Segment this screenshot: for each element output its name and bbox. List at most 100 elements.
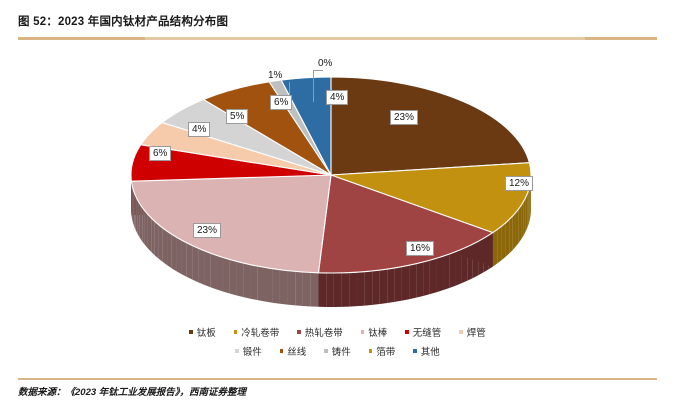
pie-slice-side-热轧卷带 [461, 246, 468, 284]
data-label-箔带: 0% [318, 58, 333, 69]
pie-slice-side-钛棒 [210, 253, 217, 290]
source-note: 数据来源：《2023 年钛工业发展报告》，西南证券整理 [18, 387, 247, 398]
pie-slice-其他[interactable] [280, 76, 332, 176]
legend-swatch-icon [459, 330, 463, 334]
pie-slice-side-冷轧卷带 [509, 215, 513, 254]
pie-slice-side-热轧卷带 [401, 265, 410, 301]
legend-swatch-icon [189, 330, 193, 334]
pie-slice-side-钛棒 [279, 269, 288, 305]
pie-slice-side-冷轧卷带 [527, 189, 529, 228]
legend-label: 无缝管 [412, 328, 442, 339]
pie-slice-side-钛棒 [236, 261, 244, 298]
legend-swatch-icon [405, 330, 409, 334]
footer-rule [18, 378, 657, 380]
legend-item-热轧卷带[interactable]: 热轧卷带 [297, 325, 343, 339]
data-label-丝线: 6% [270, 95, 293, 110]
pie-slice-side-钛棒 [132, 184, 133, 223]
legend-label: 锻件 [242, 347, 262, 358]
legend-row-1: 钛板 冷轧卷带 热轧卷带 钛棒 无缝管 焊管 [18, 323, 657, 341]
page-title: 图 52：2023 年国内钛材产品结构分布图 [18, 16, 229, 28]
legend-label: 箔带 [376, 347, 396, 358]
legend-item-焊管[interactable]: 焊管 [459, 325, 486, 339]
pie-slice-side-热轧卷带 [416, 261, 424, 298]
data-label-钛棒: 23% [193, 223, 222, 238]
chart-legend: 钛板 冷轧卷带 热轧卷带 钛棒 无缝管 焊管 锻件 丝线 铸件 箔带 其他 [18, 323, 657, 367]
pie-slice-side-冷轧卷带 [525, 193, 528, 232]
pie-slice-side-钛棒 [229, 259, 237, 296]
legend-label: 丝线 [287, 347, 307, 358]
legend-item-无缝管[interactable]: 无缝管 [405, 325, 441, 339]
pie-slice-side-热轧卷带 [478, 238, 484, 276]
pie-slice-side-冷轧卷带 [501, 222, 506, 261]
pie-slice-side-钛棒 [137, 200, 140, 238]
pie-slice-side-冷轧卷带 [529, 182, 531, 220]
pie-slice-side-冷轧卷带 [528, 185, 530, 224]
pie-slice-side-热轧卷带 [379, 269, 388, 305]
pie-slice-钛板[interactable] [330, 76, 531, 176]
legend-item-钛棒[interactable]: 钛棒 [360, 325, 388, 339]
pie-slice-side-冷轧卷带 [515, 208, 519, 247]
pie-slice-side-钛棒 [132, 188, 135, 227]
data-label-无缝管: 6% [149, 146, 172, 161]
pie-slice-side-钛棒 [181, 240, 187, 277]
chart-header: 图 52：2023 年国内钛材产品结构分布图 [0, 0, 675, 40]
pie-slice-side-冷轧卷带 [518, 204, 522, 243]
pie-slice-side-钛棒 [287, 270, 296, 306]
legend-item-铸件[interactable]: 铸件 [324, 344, 351, 358]
legend-swatch-icon [324, 349, 328, 353]
legend-label: 铸件 [331, 347, 351, 358]
pie-slice-热轧卷带[interactable] [317, 174, 495, 274]
pie-slice-side-热轧卷带 [472, 241, 479, 279]
pie-slice-side-热轧卷带 [436, 256, 444, 293]
legend-label: 焊管 [466, 328, 486, 339]
pie-slice-side-热轧卷带 [364, 270, 373, 306]
pie-slice-side-热轧卷带 [318, 272, 327, 307]
pie-slice-side-钛棒 [216, 255, 223, 292]
pie-slice-side-钛棒 [198, 248, 205, 285]
pie-slice-side-钛棒 [295, 271, 303, 307]
legend-item-锻件[interactable]: 锻件 [235, 344, 262, 358]
legend-swatch-icon [233, 330, 238, 334]
leader-line-箔带 [313, 70, 314, 102]
legend-item-箔带[interactable]: 箔带 [368, 344, 396, 358]
legend-swatch-icon [235, 349, 239, 353]
pie-slice-side-钛棒 [250, 264, 258, 301]
pie-slice-side-钛棒 [265, 267, 273, 303]
legend-label: 钛棒 [368, 328, 388, 339]
legend-label: 热轧卷带 [304, 328, 343, 339]
legend-swatch-icon [297, 330, 301, 334]
legend-item-丝线[interactable]: 丝线 [279, 344, 307, 358]
legend-item-钛板[interactable]: 钛板 [189, 325, 216, 339]
legend-swatch-icon [413, 349, 417, 353]
pie-slice-side-钛棒 [135, 196, 138, 235]
pie-slice-side-钛棒 [154, 221, 159, 259]
pie-slice-side-钛棒 [131, 181, 133, 219]
legend-swatch-icon [368, 349, 373, 353]
pie-slice-side-热轧卷带 [394, 266, 402, 302]
pie-plot-area: 23% 12% 16% 23% 6% 4% 5% 6% 1% 0% 4% [18, 45, 657, 320]
pie-slice-side-钛棒 [158, 224, 163, 262]
legend-row-2: 锻件 丝线 铸件 箔带 其他 [18, 342, 657, 360]
pie-slice-side-钛棒 [139, 203, 143, 242]
pie-slice-冷轧卷带[interactable] [330, 162, 532, 234]
pie-slice-side-热轧卷带 [387, 267, 395, 304]
data-label-钛板: 23% [390, 110, 419, 125]
pie-graphic [130, 76, 532, 307]
data-label-热轧卷带: 16% [406, 241, 435, 256]
pie-slice-side-热轧卷带 [483, 235, 489, 273]
pie-slice-side-钛棒 [310, 272, 319, 307]
pie-slice-side-钛棒 [257, 266, 266, 302]
pie-slice-side-钛棒 [162, 227, 168, 266]
legend-item-冷轧卷带[interactable]: 冷轧卷带 [233, 325, 279, 339]
legend-item-其他[interactable]: 其他 [413, 344, 440, 358]
pie-slice-side-热轧卷带 [372, 270, 380, 305]
pie-slice-side-冷轧卷带 [492, 229, 498, 267]
pie-slice-side-冷轧卷带 [521, 201, 524, 239]
pie-slice-钛棒[interactable] [130, 174, 332, 274]
pie-slice-side-热轧卷带 [357, 271, 365, 307]
pie-slice-side-钛棒 [302, 272, 311, 307]
legend-label: 钛板 [196, 328, 216, 339]
pie-slice-side-热轧卷带 [443, 254, 450, 291]
pie-slice-side-钛棒 [204, 250, 211, 288]
pie-slice-side-冷轧卷带 [512, 212, 516, 250]
